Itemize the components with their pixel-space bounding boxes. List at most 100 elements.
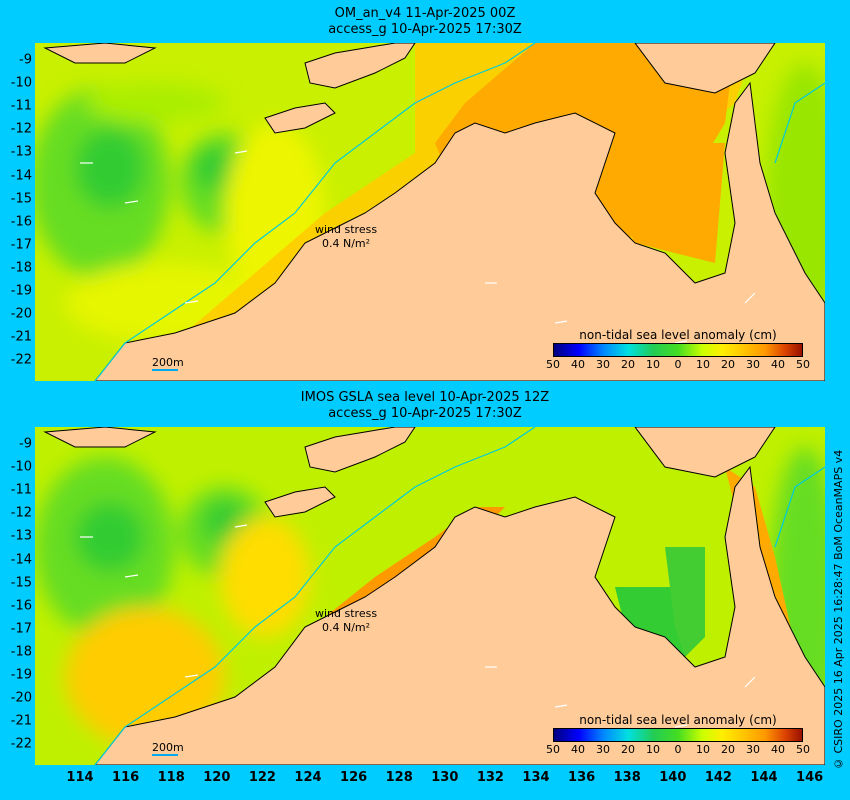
y-axis-label: -18 xyxy=(10,260,32,276)
y-axis-label: -11 xyxy=(10,482,32,498)
timor-island xyxy=(304,427,416,473)
map-panel-top xyxy=(35,43,825,381)
x-axis-label: 138 xyxy=(613,770,641,785)
legend-tick-label: 10 xyxy=(696,358,710,371)
x-axis-label: 120 xyxy=(203,770,231,785)
y-axis-label: -12 xyxy=(10,505,32,521)
y-axis-label: -21 xyxy=(10,713,32,729)
legend-tick-label: 50 xyxy=(796,358,810,371)
panel-title-bottom: IMOS GSLA sea level 10-Apr-2025 12Z acce… xyxy=(0,390,850,422)
y-axis-labels-bottom: -9 -10 -11 -12 -13 -14 -15 -16 -17 -18 -19 -20 -21 -2… xyxy=(0,427,32,765)
map-panel-bottom xyxy=(35,427,825,765)
y-axis-label: -22 xyxy=(10,736,32,752)
legend-tick-label: 40 xyxy=(571,743,585,756)
isobath-200m xyxy=(94,427,536,765)
colorbar xyxy=(553,728,803,742)
x-axis-label: 130 xyxy=(431,770,459,785)
colorbar-legend-top: non-tidal sea level anomaly (cm) 50 40 30 2… xyxy=(546,328,810,371)
y-axis-label: -12 xyxy=(10,121,32,137)
y-axis-label: -14 xyxy=(10,552,32,567)
legend-tick-label: 50 xyxy=(546,743,560,756)
x-axis-label: 118 xyxy=(157,770,185,785)
isobath-label-bottom: 200m xyxy=(152,741,184,754)
legend-tick-label: 30 xyxy=(596,358,610,371)
legend-tick-label: 40 xyxy=(771,358,785,371)
legend-tick-label: 50 xyxy=(546,358,560,371)
legend-tick-label: 50 xyxy=(796,743,810,756)
x-axis-labels: 114 116 118 120 122 124 126 128 130 132 134 136 138 1… xyxy=(35,770,825,790)
x-axis-label: 124 xyxy=(294,770,322,785)
legend-tick-label: 40 xyxy=(571,358,585,371)
colorbar xyxy=(553,343,803,357)
y-axis-labels-top: -9 -10 -11 -12 -13 -14 -15 -16 -17 -18 -19 -20 -21 -2… xyxy=(0,43,32,381)
wind-stress-annotation-top: wind stress 0.4 N/m² xyxy=(315,223,377,251)
panel-title-top: OM_an_v4 11-Apr-2025 00Z access_g 10-Apr… xyxy=(0,6,850,38)
legend-title: non-tidal sea level anomaly (cm) xyxy=(579,328,777,342)
y-axis-label: -16 xyxy=(10,214,32,230)
legend-ticks: 50 40 30 20 10 0 10 20 30 40 50 xyxy=(546,742,810,756)
wind-vectors xyxy=(80,524,756,728)
y-axis-label: -13 xyxy=(10,144,32,160)
legend-tick-label: 0 xyxy=(674,358,682,371)
legend-tick-label: 10 xyxy=(696,743,710,756)
isobath-key-line-top xyxy=(152,369,178,371)
title-line2: access_g 10-Apr-2025 17:30Z xyxy=(328,22,522,37)
y-axis-label: -9 xyxy=(19,52,32,68)
x-axis-label: 146 xyxy=(796,770,824,785)
x-axis-label: 114 xyxy=(66,770,94,785)
y-axis-label: -10 xyxy=(10,75,32,91)
legend-tick-label: 30 xyxy=(596,743,610,756)
y-axis-label: -19 xyxy=(10,667,32,683)
copyright-text: © CSIRO 2025 16 Apr 2025 16:28:47 BoM Oc… xyxy=(832,449,845,770)
x-axis-label: 142 xyxy=(704,770,732,785)
x-axis-label: 132 xyxy=(476,770,504,785)
y-axis-label: -22 xyxy=(10,352,32,368)
legend-tick-label: 10 xyxy=(646,743,660,756)
wind-stress-value: 0.4 N/m² xyxy=(322,237,371,250)
y-axis-label: -13 xyxy=(10,528,32,544)
y-axis-label: -9 xyxy=(19,436,32,452)
y-axis-label: -15 xyxy=(10,575,32,591)
y-axis-label: -16 xyxy=(10,598,32,614)
wind-stress-value: 0.4 N/m² xyxy=(322,621,371,634)
wind-vectors xyxy=(80,150,756,344)
x-axis-label: 122 xyxy=(248,770,276,785)
y-axis-label: -10 xyxy=(10,459,32,475)
colorbar-legend-bottom: non-tidal sea level anomaly (cm) 50 40 30 2… xyxy=(546,713,810,756)
isobath-label-top: 200m xyxy=(152,356,184,369)
legend-tick-label: 20 xyxy=(721,358,735,371)
sea-level-map-top xyxy=(35,43,825,381)
legend-title: non-tidal sea level anomaly (cm) xyxy=(579,713,777,727)
x-axis-label: 140 xyxy=(659,770,687,785)
x-axis-label: 116 xyxy=(112,770,140,785)
y-axis-label: -17 xyxy=(10,621,32,637)
wind-stress-label: wind stress xyxy=(315,607,378,620)
y-axis-label: -11 xyxy=(10,98,32,114)
y-axis-label: -18 xyxy=(10,644,32,660)
y-axis-label: -19 xyxy=(10,283,32,299)
y-axis-label: -17 xyxy=(10,237,32,253)
legend-tick-label: 20 xyxy=(621,743,635,756)
title-line1: OM_an_v4 11-Apr-2025 00Z xyxy=(334,6,516,21)
legend-tick-label: 20 xyxy=(621,358,635,371)
isobath-200m xyxy=(94,43,536,381)
y-axis-label: -21 xyxy=(10,329,32,345)
x-axis-label: 128 xyxy=(385,770,413,785)
y-axis-label: -20 xyxy=(10,690,32,706)
australia-land xyxy=(94,465,825,765)
legend-tick-label: 10 xyxy=(646,358,660,371)
legend-tick-label: 0 xyxy=(674,743,682,756)
wind-stress-label: wind stress xyxy=(315,223,378,236)
australia-land xyxy=(94,81,825,381)
x-axis-label: 126 xyxy=(340,770,368,785)
y-axis-label: -14 xyxy=(10,168,32,183)
wind-stress-annotation-bottom: wind stress 0.4 N/m² xyxy=(315,607,377,635)
legend-tick-label: 40 xyxy=(771,743,785,756)
legend-tick-label: 30 xyxy=(746,743,760,756)
x-axis-label: 136 xyxy=(568,770,596,785)
sea-level-map-bottom xyxy=(35,427,825,765)
timor-island xyxy=(304,43,416,89)
y-axis-label: -15 xyxy=(10,191,32,207)
legend-ticks: 50 40 30 20 10 0 10 20 30 40 50 xyxy=(546,357,810,371)
x-axis-label: 134 xyxy=(522,770,550,785)
